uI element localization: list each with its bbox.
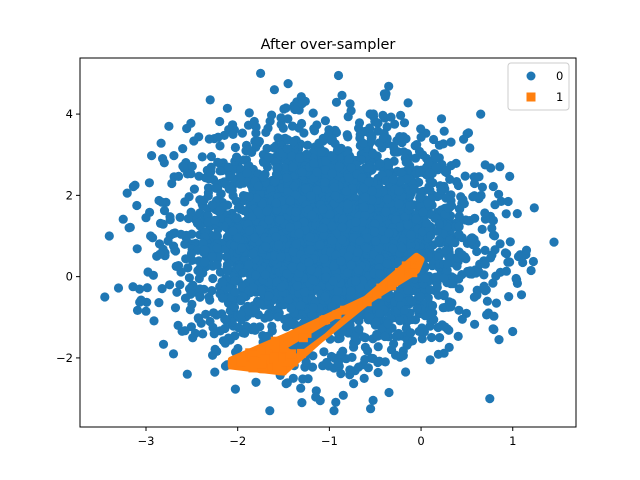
y-tick-label: 0 bbox=[66, 270, 73, 284]
y-tick-label: 2 bbox=[66, 188, 73, 202]
series-1-points bbox=[227, 252, 425, 376]
series-0-points bbox=[100, 68, 559, 416]
y-tick-label: 4 bbox=[66, 107, 73, 121]
legend-label-1: 1 bbox=[556, 90, 563, 104]
legend-square-icon bbox=[526, 92, 536, 102]
x-tick-label: −2 bbox=[229, 434, 246, 448]
y-tick-label: −2 bbox=[56, 351, 73, 365]
plot-area bbox=[100, 68, 559, 416]
legend: 0 1 bbox=[507, 62, 570, 111]
legend-label-0: 0 bbox=[556, 69, 563, 83]
axes-frame bbox=[79, 57, 577, 428]
y-axis: −2 0 2 4 bbox=[56, 107, 80, 365]
legend-circle-icon bbox=[526, 71, 536, 81]
x-tick-label: −1 bbox=[321, 434, 338, 448]
x-tick-label: 1 bbox=[509, 434, 516, 448]
chart-title: After over-sampler bbox=[261, 37, 396, 53]
x-tick-label: −3 bbox=[138, 434, 155, 448]
x-axis: −3 −2 −1 0 1 bbox=[138, 427, 516, 448]
x-tick-label: 0 bbox=[417, 434, 424, 448]
legend-box bbox=[507, 62, 570, 111]
